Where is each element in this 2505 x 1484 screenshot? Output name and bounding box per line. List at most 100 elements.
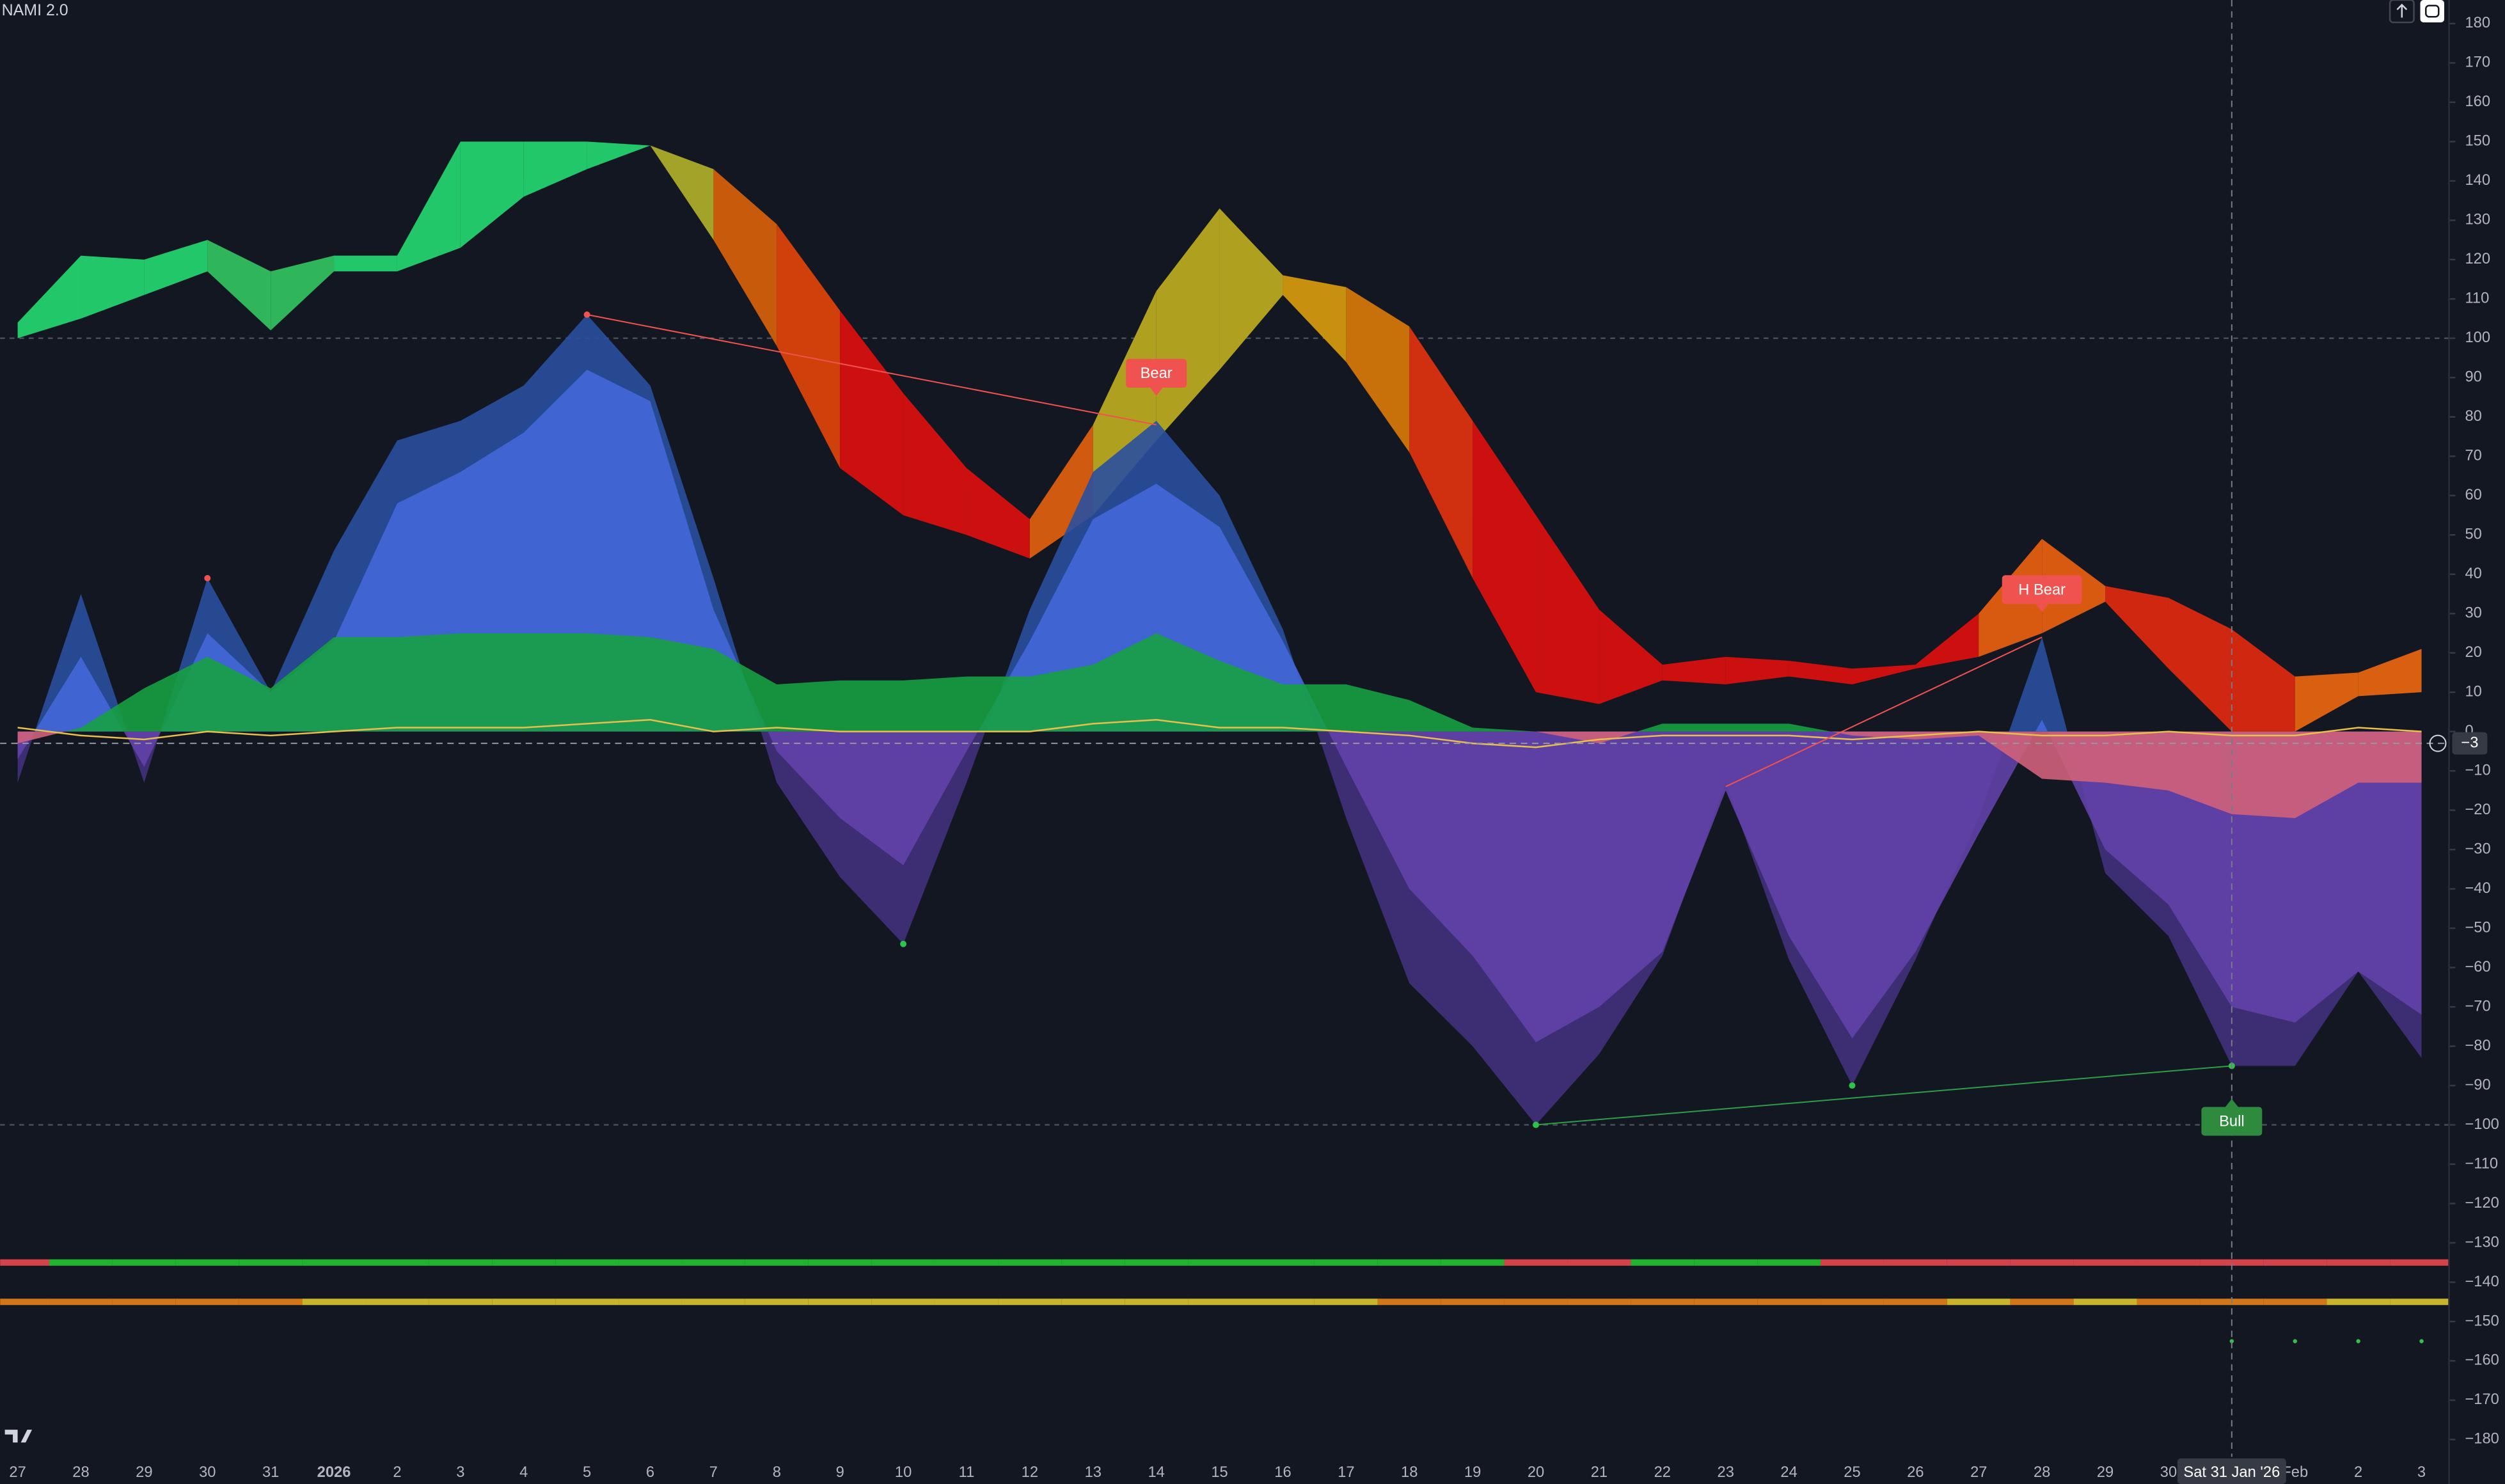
status-bar — [1821, 1298, 1884, 1306]
status-bar — [1883, 1298, 1947, 1306]
x-tick-label: 20 — [1528, 1464, 1544, 1481]
status-bar — [681, 1298, 745, 1306]
x-tick-label: 5 — [583, 1464, 591, 1481]
band-segment — [460, 141, 524, 248]
pivot-dot — [583, 311, 590, 318]
status-bar — [1694, 1259, 1758, 1266]
status-bar — [808, 1259, 872, 1266]
status-bar — [2263, 1259, 2327, 1266]
status-bar — [365, 1259, 429, 1266]
y-tick-label: −20 — [2465, 801, 2490, 818]
status-bar — [365, 1298, 429, 1306]
band-segment — [81, 255, 145, 319]
y-tick-label: −170 — [2465, 1391, 2499, 1408]
status-bar — [1377, 1259, 1441, 1266]
status-bar — [302, 1298, 366, 1306]
signal-dot — [2293, 1339, 2297, 1343]
band-segment — [207, 240, 271, 331]
crosshair-add-button — [2429, 734, 2447, 752]
signal-label: H Bear — [2018, 581, 2066, 598]
status-bar — [935, 1298, 999, 1306]
y-tick-label: −100 — [2465, 1116, 2499, 1133]
status-bar — [49, 1298, 113, 1306]
y-tick-label: 70 — [2465, 448, 2481, 464]
x-tick-label: 26 — [1907, 1464, 1924, 1481]
status-bar — [1821, 1259, 1884, 1266]
x-tick-label: 29 — [136, 1464, 152, 1481]
status-bar — [555, 1259, 619, 1266]
y-tick-label: 120 — [2465, 251, 2490, 267]
pivot-dot — [204, 574, 211, 581]
status-bar — [808, 1298, 872, 1306]
y-tick-label: 20 — [2465, 644, 2481, 661]
band-segment — [1283, 275, 1347, 362]
x-tick-label: 23 — [1718, 1464, 1734, 1481]
band-segment — [271, 255, 335, 331]
status-bar — [302, 1259, 366, 1266]
signal-label-arrow — [1150, 388, 1163, 396]
band-segment — [1852, 665, 1916, 684]
pivot-dot — [900, 940, 907, 947]
y-tick-label: −60 — [2465, 959, 2490, 975]
status-bar — [1504, 1298, 1568, 1306]
status-bar — [1631, 1259, 1695, 1266]
y-tick-label: −80 — [2465, 1038, 2490, 1054]
divergence-line — [587, 313, 1157, 426]
button[interactable] — [2420, 0, 2444, 22]
y-tick-label: 110 — [2465, 290, 2489, 307]
y-tick-label: −40 — [2465, 880, 2490, 897]
status-bar — [1567, 1259, 1631, 1266]
band-segment — [2105, 586, 2169, 669]
status-bar — [1188, 1259, 1252, 1266]
x-tick-label: 18 — [1401, 1464, 1418, 1481]
y-tick-label: −120 — [2465, 1195, 2499, 1212]
status-bar — [998, 1259, 1062, 1266]
signal-dot — [2419, 1339, 2424, 1343]
status-bar — [681, 1259, 745, 1266]
status-bar — [1757, 1298, 1821, 1306]
x-tick-label: 31 — [262, 1464, 279, 1481]
status-bar — [1567, 1298, 1631, 1306]
band-segment — [1346, 287, 1410, 453]
x-tick-label: 14 — [1148, 1464, 1164, 1481]
area-positive — [17, 633, 2422, 732]
status-bar — [2390, 1259, 2449, 1266]
x-tick-label: 2 — [393, 1464, 401, 1481]
status-bar — [2073, 1259, 2137, 1266]
line — [17, 718, 2422, 748]
status-bar — [1314, 1298, 1378, 1306]
status-bar — [555, 1298, 619, 1306]
status-bar — [1883, 1259, 1947, 1266]
band-segment — [1219, 208, 1283, 370]
x-tick-label: Feb — [2282, 1464, 2308, 1481]
band-segment — [587, 141, 651, 170]
status-bar — [1441, 1259, 1505, 1266]
y-tick-label: −110 — [2465, 1155, 2498, 1172]
area-negative — [17, 731, 2422, 1043]
divergence-line — [1725, 636, 2043, 787]
status-bar — [2137, 1259, 2201, 1266]
x-tick-label: 7 — [709, 1464, 718, 1481]
x-tick-label: 11 — [959, 1464, 975, 1481]
band-segment — [397, 141, 461, 272]
y-tick-label: −30 — [2465, 841, 2490, 857]
status-bar — [1947, 1259, 2011, 1266]
band-segment — [2295, 672, 2359, 732]
status-bar — [2010, 1298, 2074, 1306]
y-tick-label: −50 — [2465, 919, 2490, 936]
y-tick-label: −180 — [2465, 1431, 2499, 1448]
x-tick-label: 29 — [2097, 1464, 2114, 1481]
y-tick-label: 180 — [2465, 15, 2490, 31]
x-tick-label: 28 — [72, 1464, 89, 1481]
status-bar — [239, 1259, 303, 1266]
toolbar[interactable] — [2389, 0, 2444, 24]
band-segment — [334, 255, 397, 272]
status-bar — [2073, 1298, 2137, 1306]
logo — [4, 1430, 33, 1443]
icon — [2396, 3, 2408, 18]
band-segment — [1409, 326, 1473, 578]
band-segment — [2231, 629, 2295, 732]
status-bar — [1694, 1298, 1758, 1306]
status-bar — [1125, 1298, 1189, 1306]
status-bar — [1188, 1298, 1252, 1306]
